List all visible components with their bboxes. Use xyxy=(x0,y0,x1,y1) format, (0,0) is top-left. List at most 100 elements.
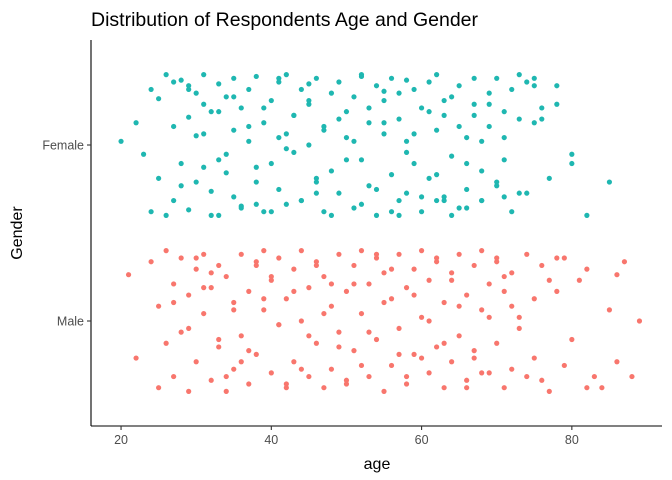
data-point-male xyxy=(471,348,477,354)
data-point-female xyxy=(418,105,425,111)
points-layer xyxy=(118,72,643,394)
data-point-male xyxy=(178,329,184,335)
data-point-female xyxy=(283,131,289,137)
data-point-male xyxy=(186,325,192,332)
data-point-male xyxy=(253,351,259,357)
data-point-male xyxy=(486,281,492,287)
data-point-female xyxy=(313,75,319,81)
data-point-male xyxy=(253,259,259,265)
data-point-female xyxy=(193,179,199,185)
data-point-female xyxy=(321,209,327,215)
data-point-male xyxy=(306,333,312,339)
data-point-female xyxy=(441,194,447,200)
data-point-male xyxy=(621,259,628,265)
data-point-female xyxy=(171,79,177,85)
data-point-male xyxy=(373,255,380,261)
data-point-female xyxy=(178,183,184,189)
data-point-male xyxy=(464,385,470,391)
data-point-female xyxy=(163,72,169,78)
data-point-male xyxy=(298,318,304,324)
data-point-female xyxy=(253,179,259,185)
data-point-male xyxy=(291,266,297,272)
data-point-female xyxy=(253,164,259,170)
data-point-male xyxy=(186,388,192,394)
data-point-male xyxy=(614,359,620,365)
data-point-male xyxy=(501,288,507,294)
data-point-female xyxy=(283,146,289,152)
data-point-male xyxy=(388,296,395,302)
data-point-female xyxy=(366,105,372,111)
chart-title: Distribution of Respondents Age and Gend… xyxy=(91,9,479,31)
data-point-female xyxy=(358,157,365,163)
data-point-male xyxy=(456,333,462,339)
y-tick-label-male: Male xyxy=(57,315,84,329)
data-point-male xyxy=(636,318,643,324)
data-point-female xyxy=(276,134,282,141)
data-point-female xyxy=(156,175,162,181)
data-point-male xyxy=(178,255,184,261)
data-point-male xyxy=(524,251,530,257)
data-point-male xyxy=(531,355,537,361)
data-point-male xyxy=(125,272,132,278)
data-point-female xyxy=(418,209,425,215)
data-point-female xyxy=(201,72,207,78)
data-point-female xyxy=(396,116,402,122)
data-point-male xyxy=(276,322,282,328)
data-point-male xyxy=(321,385,327,391)
data-point-female xyxy=(140,151,147,157)
data-point-female xyxy=(306,97,312,104)
data-point-male xyxy=(388,266,395,272)
data-point-female xyxy=(163,212,169,218)
data-point-male xyxy=(366,281,372,287)
data-point-female xyxy=(434,127,440,133)
data-point-female xyxy=(208,212,214,218)
data-point-male xyxy=(313,262,319,269)
data-point-female xyxy=(396,197,402,204)
data-point-female xyxy=(358,73,365,80)
data-point-female xyxy=(328,90,335,96)
data-point-male xyxy=(321,310,327,317)
data-point-male xyxy=(343,288,350,294)
data-point-male xyxy=(328,366,335,372)
data-point-male xyxy=(343,381,350,387)
data-point-female xyxy=(554,83,560,89)
y-axis-title: Gender xyxy=(9,206,26,260)
data-point-male xyxy=(561,362,567,369)
data-point-male xyxy=(201,310,207,317)
data-point-female xyxy=(186,86,192,93)
data-point-female xyxy=(494,75,500,81)
data-point-female xyxy=(298,86,304,93)
data-point-male xyxy=(584,266,590,272)
data-point-male xyxy=(531,296,537,302)
data-point-female xyxy=(298,197,304,204)
data-point-female xyxy=(246,123,252,130)
data-point-male xyxy=(494,340,500,346)
data-point-male xyxy=(298,248,304,254)
data-point-female xyxy=(509,209,515,215)
data-point-female xyxy=(306,81,312,87)
data-point-male xyxy=(351,348,357,354)
data-point-female xyxy=(434,172,440,178)
data-point-male xyxy=(516,314,522,320)
x-tick-label-40: 40 xyxy=(264,433,278,447)
data-point-male xyxy=(509,366,515,372)
data-point-female xyxy=(171,197,177,204)
data-point-female xyxy=(351,205,357,211)
data-point-male xyxy=(561,255,567,261)
data-point-female xyxy=(148,86,154,93)
data-point-female xyxy=(584,212,590,218)
data-point-female xyxy=(253,73,259,80)
data-point-female xyxy=(479,138,485,144)
data-point-female xyxy=(321,127,327,133)
data-point-female xyxy=(569,151,575,157)
data-point-female xyxy=(231,127,237,133)
data-point-female xyxy=(606,179,613,185)
data-point-female xyxy=(268,160,274,167)
data-point-male xyxy=(193,266,199,272)
data-point-female xyxy=(411,131,417,137)
data-point-female xyxy=(403,149,410,156)
data-point-male xyxy=(171,373,177,380)
data-point-male xyxy=(486,314,492,320)
data-point-male xyxy=(193,255,199,261)
data-point-female xyxy=(223,151,229,157)
